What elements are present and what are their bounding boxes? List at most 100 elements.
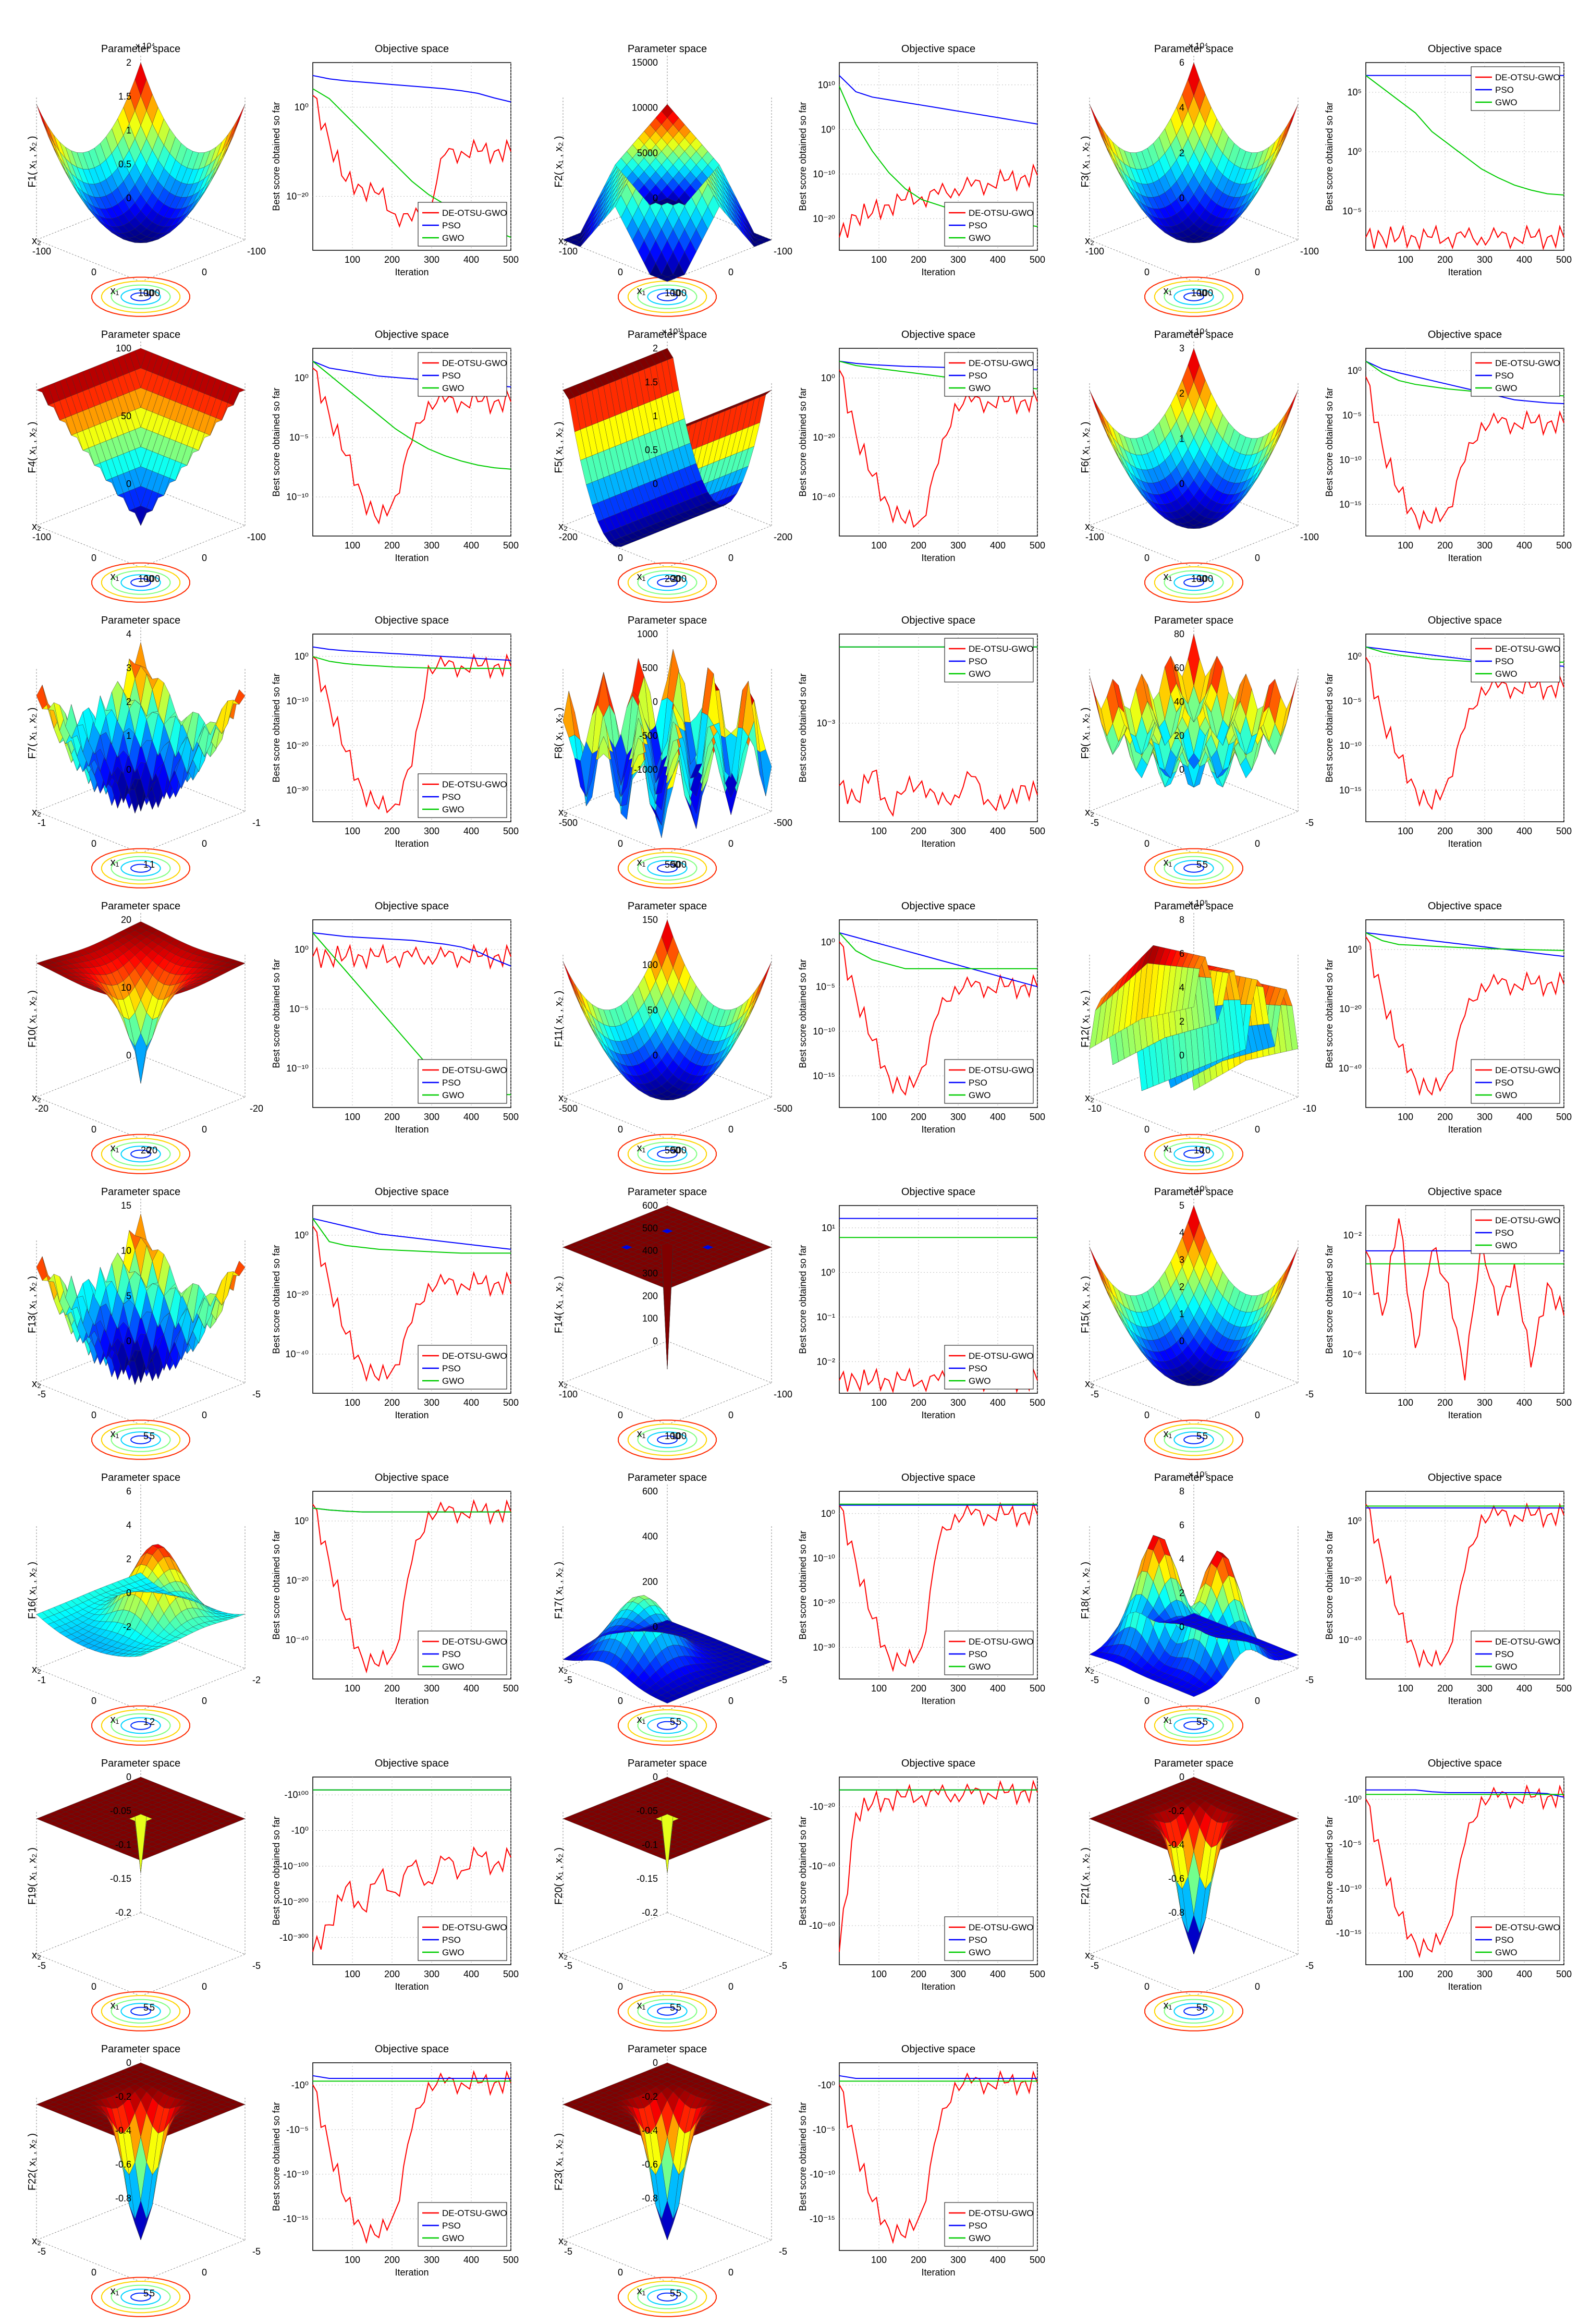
y-tick-label: 10⁰ (295, 651, 309, 662)
z-exponent: x 10¹¹ (662, 327, 683, 336)
legend-label: DE-OTSU-GWO (969, 358, 1034, 368)
y-axis-label: Best score obtained so far (798, 959, 808, 1068)
x-tick-label: 200 (911, 540, 926, 551)
surface-cell (661, 348, 674, 360)
legend-label: PSO (969, 371, 987, 381)
z-tick-label: 0 (653, 697, 658, 707)
x-tick-label: 100 (1398, 254, 1413, 265)
x-tick-label: 300 (1477, 826, 1493, 836)
y-tick-label: -20 (250, 1103, 263, 1114)
x-axis-label: Iteration (1448, 1124, 1482, 1135)
x1-label: x₁ (637, 1142, 646, 1154)
x-tick-label: 300 (424, 1397, 439, 1408)
z-tick-label: 20 (1174, 731, 1184, 741)
y-tick-label: 10⁰ (1348, 147, 1362, 157)
series-line-de-otsu-gwo (1365, 656, 1564, 810)
contour-line (1164, 570, 1224, 595)
y-tick-label: 10⁻¹⁰ (1339, 455, 1362, 465)
series-line-de-otsu-gwo (839, 941, 1038, 1096)
z-exponent: x 10⁴ (1189, 42, 1208, 51)
z-tick-label: 0 (653, 1050, 658, 1061)
contour-line (130, 292, 151, 301)
y-tick-label: 0 (202, 1410, 207, 1420)
x-tick-label: 400 (463, 540, 479, 551)
x2-label: x₂ (1085, 1092, 1094, 1104)
x-tick-label: 10 (1194, 1145, 1204, 1155)
z-tick-label: 150 (642, 915, 658, 925)
series-line-gwo (312, 1218, 511, 1254)
y-tick-label: 5 (150, 1431, 155, 1441)
contour-line (101, 566, 181, 599)
x1-label: x₁ (637, 571, 646, 582)
z-tick-label: 2 (1179, 1016, 1184, 1027)
contour-line (101, 1423, 181, 1456)
x-tick-label: -200 (559, 532, 578, 542)
y-tick-label: 10⁻²⁰ (813, 213, 835, 224)
x-tick-label: -500 (559, 1103, 578, 1114)
y-tick-label: 0 (728, 267, 733, 277)
contour-line (130, 863, 151, 873)
contour-line (618, 1419, 717, 1460)
x-tick-label: 200 (1437, 1112, 1453, 1122)
x1-label: x₁ (637, 857, 646, 868)
legend-box (1471, 352, 1560, 397)
z-axis-label: F7( x₁ , x₂ ) (27, 708, 38, 759)
y-tick-label: -5 (252, 1389, 261, 1400)
contour-line (91, 1419, 190, 1460)
contour-line (1173, 1146, 1214, 1163)
surface-cell (1280, 116, 1293, 143)
surface-cell (754, 973, 766, 1001)
x1-label: x₁ (111, 857, 119, 868)
objective-space-title: Objective space (1428, 43, 1502, 55)
z-tick-label: 10 (121, 1246, 131, 1256)
x1-label: x₁ (1164, 1142, 1172, 1154)
y-axis-label: Best score obtained so far (1324, 959, 1335, 1068)
x-tick-label: 500 (503, 1112, 519, 1122)
parameter-space-title: Parameter space (101, 329, 180, 340)
y-tick-label: 10⁻¹⁰ (286, 492, 309, 502)
series-line-de-otsu-gwo (312, 653, 511, 814)
z-tick-label: 0 (126, 764, 131, 775)
x-tick-label: 100 (345, 540, 360, 551)
contour-line (91, 848, 190, 889)
parameter-space-title: Parameter space (628, 615, 707, 626)
x-tick-label: 0 (91, 553, 96, 563)
x1-label: x₁ (111, 285, 119, 297)
surface-cell (1089, 390, 1102, 419)
x2-label: x₂ (1085, 235, 1094, 247)
x-tick-label: 200 (665, 574, 680, 584)
z-tick-label: 10000 (632, 103, 658, 113)
z-tick-label: 0 (126, 479, 131, 489)
objective-space-title: Objective space (901, 901, 975, 912)
contour-line (91, 562, 190, 603)
y-tick-label: 100 (1197, 288, 1213, 298)
legend-label: DE-OTSU-GWO (442, 780, 507, 789)
series-line-gwo (839, 932, 1037, 969)
series-line-gwo (1365, 932, 1564, 951)
parameter-space-title: Parameter space (1154, 43, 1233, 55)
contour-line (647, 574, 688, 591)
y-axis-label: Best score obtained so far (271, 387, 282, 496)
x2-label: x₂ (32, 235, 41, 247)
surface-cell (36, 104, 48, 133)
surface-cell (661, 649, 674, 701)
surface-cell (760, 961, 772, 990)
contour-line (120, 1431, 161, 1449)
surface-cell (1089, 675, 1102, 723)
series-line-de-otsu-gwo (312, 943, 511, 970)
x-tick-label: -100 (559, 246, 578, 257)
contour-line (1154, 852, 1234, 885)
z-tick-label: 50 (647, 1005, 658, 1015)
contour-line (111, 856, 171, 881)
x-tick-label: -5 (38, 1389, 46, 1400)
